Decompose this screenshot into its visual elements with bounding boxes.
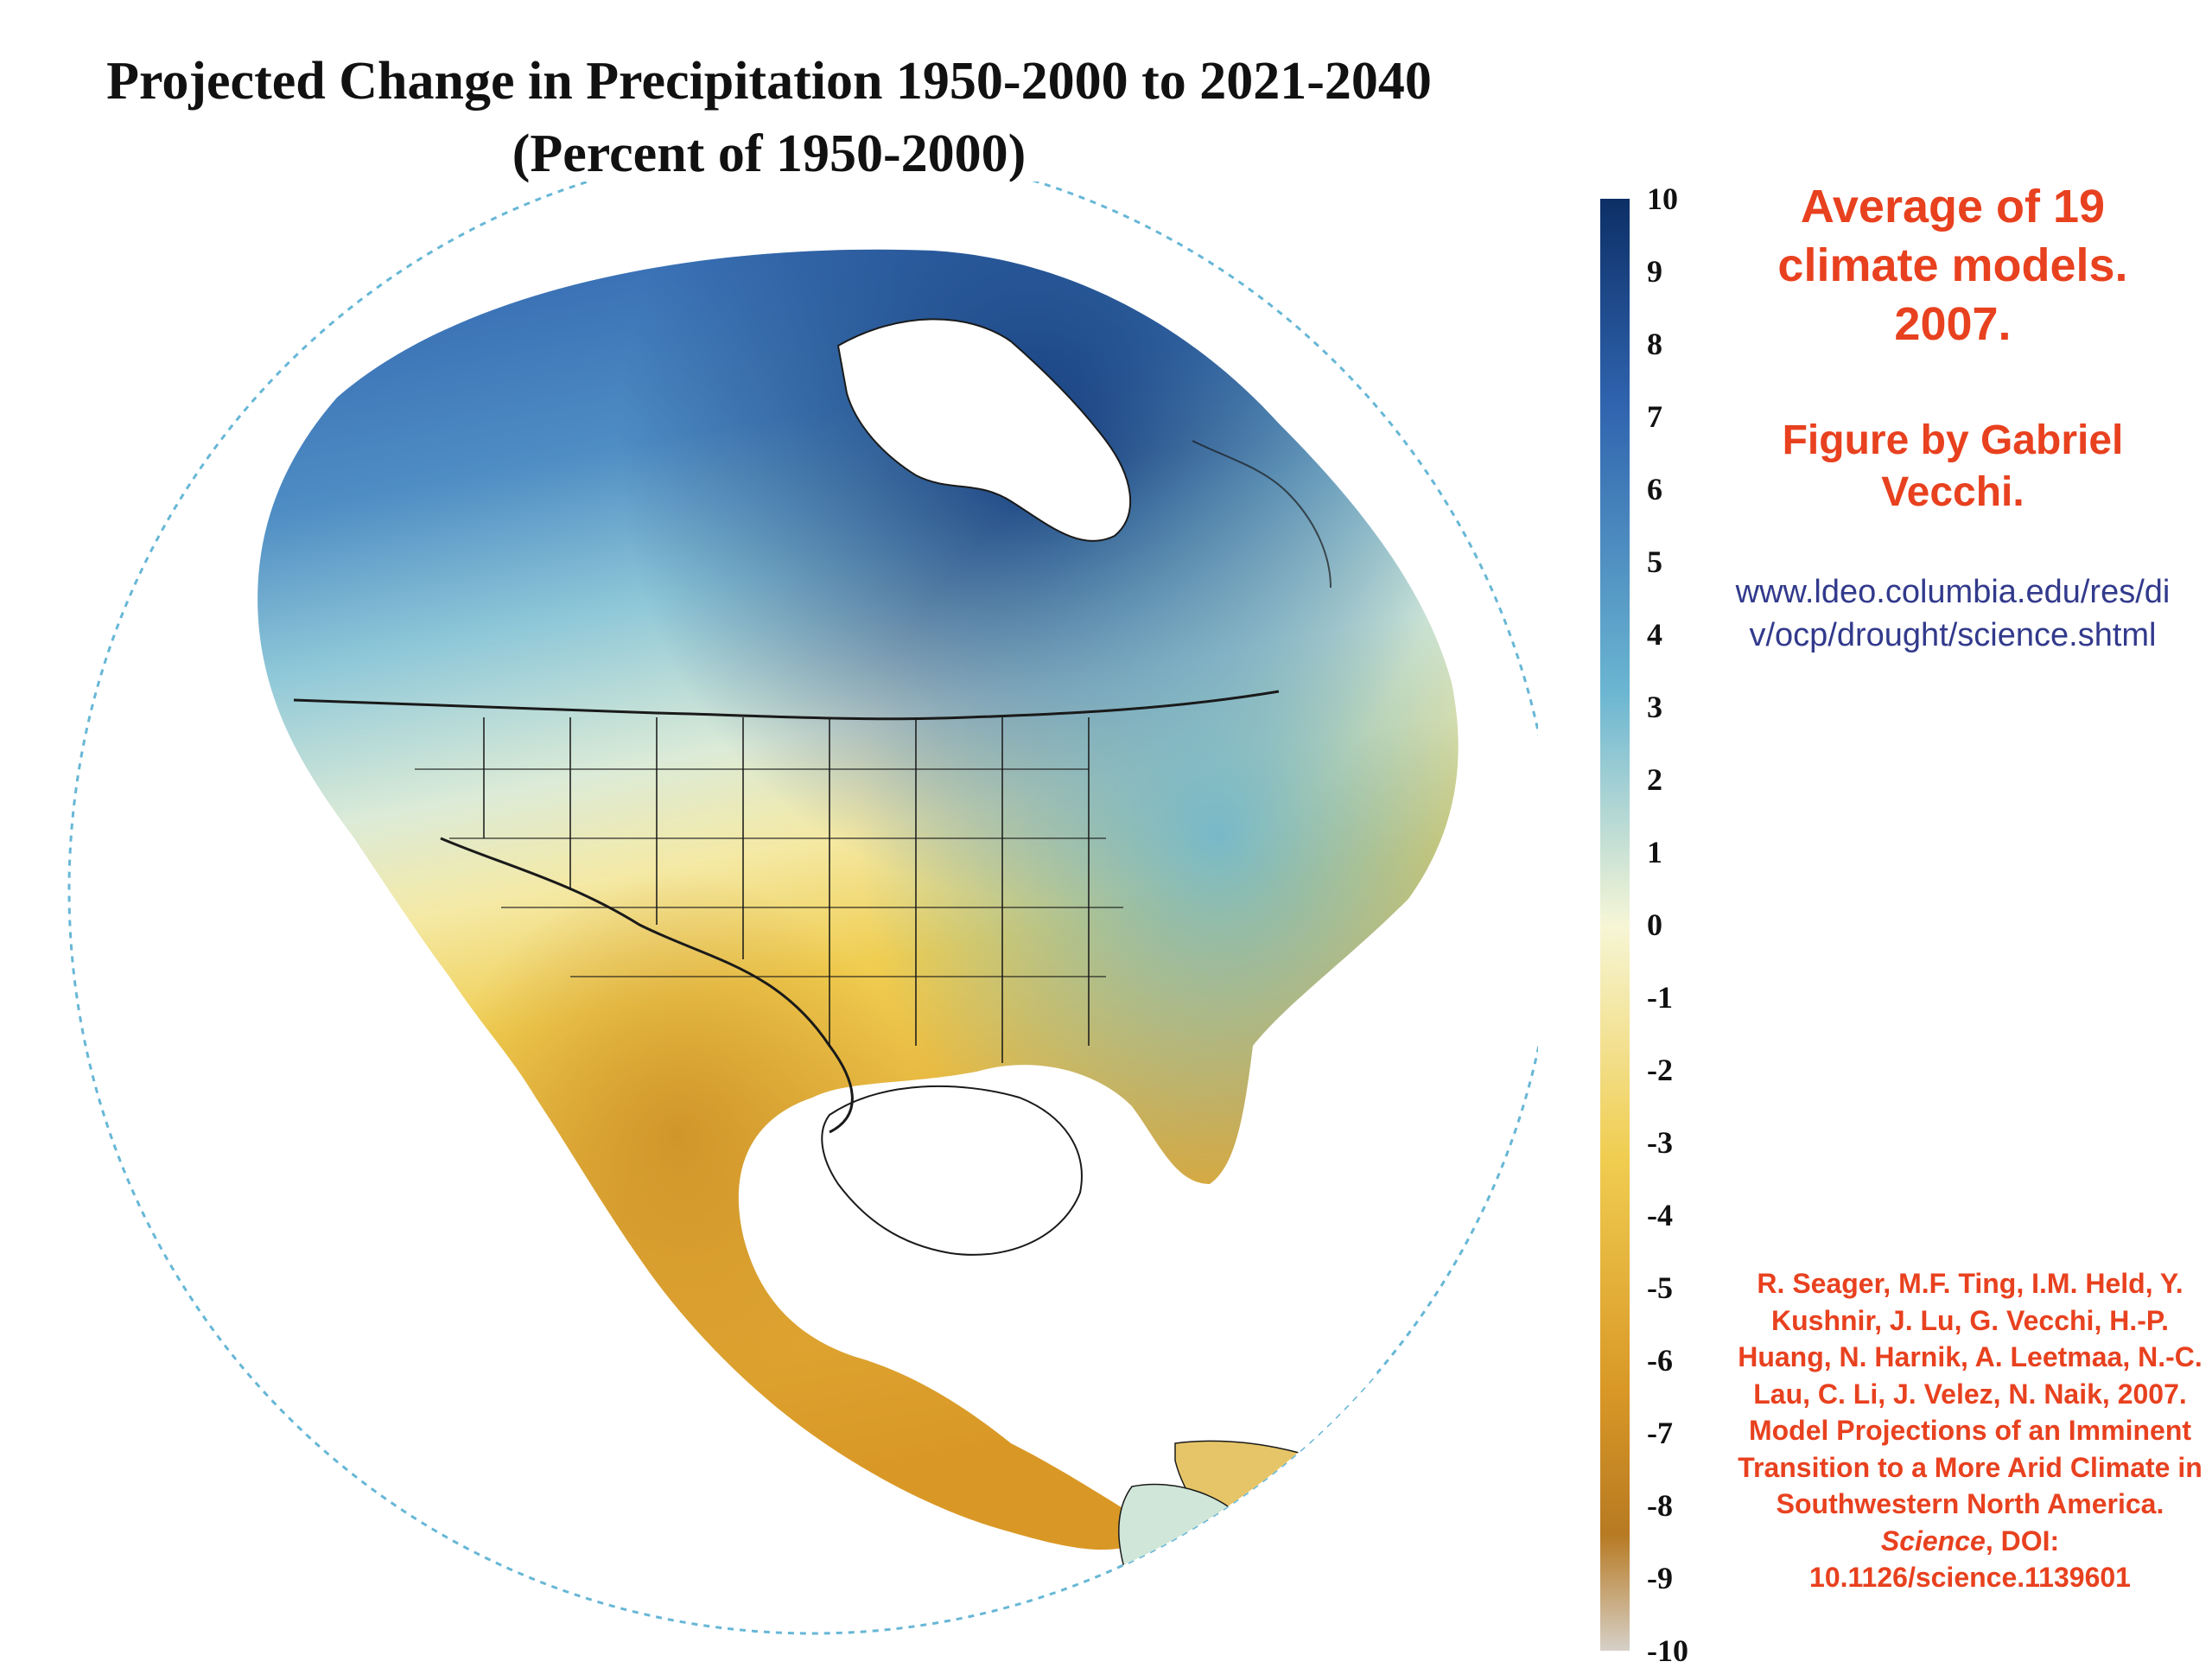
colorbar-tick-label: 9 (1647, 254, 1662, 289)
colorbar-tick-label: -7 (1647, 1416, 1673, 1450)
source-note: Average of 19 climate models. 2007. (1777, 181, 2128, 350)
colorbar-tick-label: -6 (1647, 1343, 1673, 1378)
colorbar-tick-label: 10 (1647, 181, 1678, 216)
colorbar-tick-label: -1 (1647, 980, 1673, 1015)
colorbar-tick-label: 4 (1647, 617, 1662, 652)
title-line-2: (Percent of 1950-2000) (512, 124, 1027, 183)
gulf-of-mexico (821, 1085, 1083, 1256)
colorbar-tick-label: -8 (1647, 1488, 1673, 1523)
colorbar-tick-label: 0 (1647, 907, 1662, 942)
island-green (1118, 1483, 1262, 1619)
citation-doi: , DOI: 10.1126/science.1139601 (1809, 1525, 2131, 1594)
colorbar-tick-label: -9 (1647, 1561, 1673, 1595)
colorbar-gradient (1600, 199, 1630, 1651)
colorbar-tick-label: -2 (1647, 1053, 1673, 1087)
us-canada-border (293, 690, 1280, 721)
colorbar (1600, 199, 1630, 1651)
citation-text: R. Seager, M.F. Ting, I.M. Held, Y. Kush… (1738, 1268, 2202, 1519)
source-url: www.ldeo.columbia.edu/res/div/ocp/drough… (1735, 574, 2171, 653)
colorbar-tick-label: 2 (1647, 762, 1662, 797)
land-region (257, 249, 1538, 1633)
colorbar-tick-label: -4 (1647, 1198, 1673, 1232)
us-mexico-border (440, 837, 854, 1134)
canada-province-borders (1192, 440, 1332, 589)
colorbar-tick-label: 6 (1647, 472, 1662, 506)
colorbar-tick-label: -5 (1647, 1270, 1673, 1305)
citation: R. Seager, M.F. Ting, I.M. Held, Y. Kush… (1737, 1265, 2203, 1596)
colorbar-tick-label: -10 (1647, 1633, 1688, 1668)
caribbean-sea (1201, 1366, 1538, 1633)
hudson-bay (836, 318, 1132, 542)
state-borders-horizontal (415, 768, 1123, 977)
colorbar-tick-label: 3 (1647, 690, 1662, 724)
chart-title: Projected Change in Precipitation 1950-2… (26, 45, 1512, 190)
globe-map-svg (67, 181, 1538, 1635)
precipitation-map (52, 181, 1538, 1659)
citation-journal: Science (1880, 1525, 1986, 1557)
colorbar-tick-label: -3 (1647, 1125, 1673, 1160)
colorbar-tick-label: 5 (1647, 544, 1662, 579)
colorbar-tick-label: 1 (1647, 835, 1662, 869)
colorbar-tick-label: 7 (1647, 399, 1662, 434)
colorbar-tick-label: 8 (1647, 327, 1662, 361)
dry-region-overlay (257, 249, 1459, 1550)
title-line-1: Projected Change in Precipitation 1950-2… (106, 52, 1432, 111)
figure-credit: Figure by Gabriel Vecchi. (1782, 417, 2124, 515)
